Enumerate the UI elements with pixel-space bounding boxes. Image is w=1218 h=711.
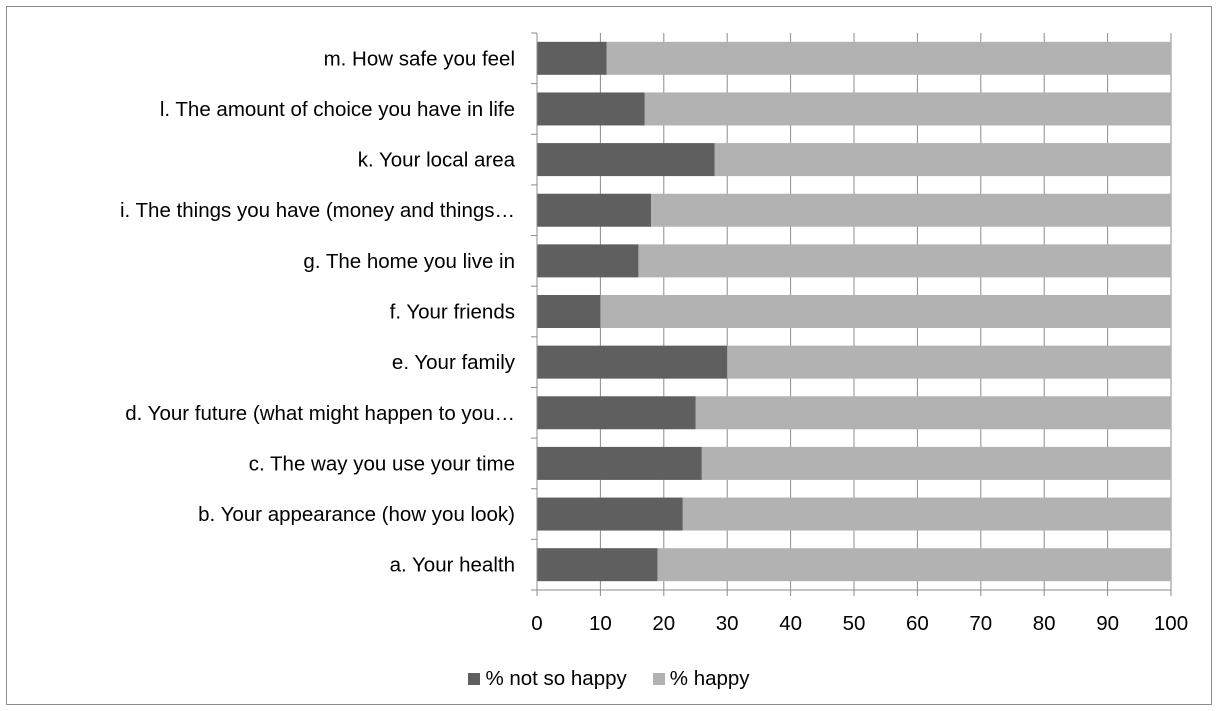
category-label: i. The things you have (money and things…	[120, 199, 515, 222]
bar-segment-happy	[651, 193, 1171, 227]
category-labels: a. Your health b. Your appearance (how yo…	[120, 47, 516, 576]
x-tick-label: 80	[1033, 612, 1056, 635]
x-tick-label: 100	[1154, 612, 1188, 635]
bar-segment-happy	[682, 497, 1171, 531]
x-tick-label: 60	[906, 612, 929, 635]
category-label: k. Your local area	[358, 149, 516, 172]
bar-segment-happy	[701, 446, 1171, 480]
bar-segment-happy	[600, 295, 1171, 328]
category-label: f. Your friends	[390, 301, 515, 324]
bar-segment-happy	[727, 345, 1171, 379]
bar-segment-not-so-happy	[537, 345, 728, 379]
bar-segment-happy	[657, 548, 1171, 582]
bar-segment-happy	[695, 396, 1171, 430]
bar-segment-not-so-happy	[537, 548, 658, 582]
category-label: d. Your future (what might happen to you…	[125, 402, 515, 425]
bar-segment-not-so-happy	[537, 41, 607, 75]
x-tick-label: 30	[716, 612, 739, 635]
legend-item-not-so-happy: % not so happy	[468, 667, 627, 691]
bar-segment-not-so-happy	[537, 295, 601, 328]
x-tick-label: 50	[843, 612, 866, 635]
x-tick-label: 90	[1096, 612, 1119, 635]
legend-swatch-happy	[652, 673, 665, 685]
bar-segment-not-so-happy	[537, 396, 696, 430]
legend-label-not-so-happy: % not so happy	[485, 667, 627, 690]
x-tick-label: 20	[652, 612, 675, 635]
category-label: e. Your family	[392, 351, 516, 374]
axes	[531, 32, 1171, 591]
bar-segment-not-so-happy	[537, 143, 715, 177]
x-tick-label: 70	[969, 612, 992, 635]
legend-swatch-not-so-happy	[468, 673, 481, 685]
bars	[537, 41, 1171, 582]
legend-item-happy: % happy	[652, 667, 750, 691]
legend-label-happy: % happy	[669, 667, 750, 690]
category-label: g. The home you live in	[303, 250, 515, 273]
category-label: m. How safe you feel	[324, 47, 515, 70]
x-tick-label: 10	[589, 612, 612, 635]
bar-segment-not-so-happy	[537, 244, 639, 278]
x-tick-label: 0	[531, 612, 542, 635]
bar-segment-not-so-happy	[537, 497, 683, 531]
category-label: l. The amount of choice you have in life	[160, 98, 515, 121]
bar-segment-happy	[638, 244, 1171, 278]
bar-segment-not-so-happy	[537, 446, 702, 480]
category-label: b. Your appearance (how you look)	[198, 503, 515, 526]
category-label: a. Your health	[390, 554, 515, 577]
legend: % not so happy % happy	[0, 664, 1218, 694]
bar-segment-happy	[606, 41, 1171, 75]
bar-segment-happy	[714, 143, 1171, 177]
category-label: c. The way you use your time	[249, 452, 515, 475]
bar-segment-not-so-happy	[537, 193, 652, 227]
x-tick-label: 40	[779, 612, 802, 635]
x-tick-labels: 0 10 20 30 40 50 60 70 80 90 100	[531, 612, 1188, 635]
bar-segment-happy	[644, 92, 1171, 126]
bar-segment-not-so-happy	[537, 92, 645, 126]
